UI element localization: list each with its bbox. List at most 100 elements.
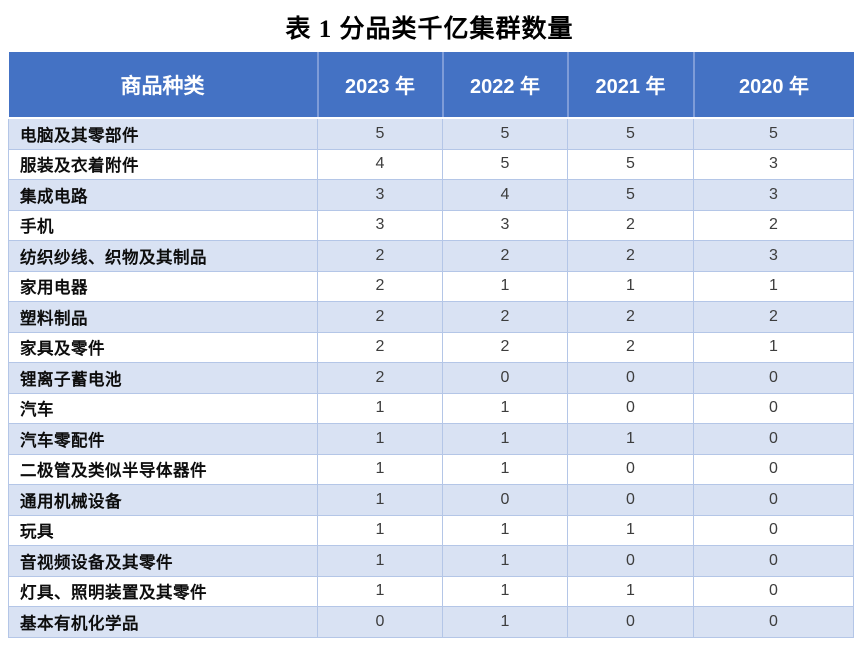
table-body: 电脑及其零部件 5 5 5 5 服装及衣着附件 4 5 5 3 集成电路 3 4 5 3 手机 3 3 2 2 纺织纱线… <box>8 117 854 638</box>
value-cell: 2 <box>442 331 568 363</box>
category-cell: 纺织纱线、织物及其制品 <box>8 240 318 272</box>
value-cell: 3 <box>317 179 443 211</box>
value-cell: 1 <box>317 453 443 485</box>
value-cell: 1 <box>442 453 568 485</box>
value-cell: 2 <box>567 209 694 241</box>
category-cell: 音视频设备及其零件 <box>8 545 318 577</box>
column-header-category: 商品种类 <box>8 52 318 119</box>
category-cell: 通用机械设备 <box>8 484 318 516</box>
value-cell: 1 <box>317 514 443 546</box>
value-cell: 1 <box>317 545 443 577</box>
column-header-2021: 2021 年 <box>566 52 694 119</box>
column-header-2023: 2023 年 <box>316 52 443 119</box>
value-cell: 0 <box>567 392 694 424</box>
value-cell: 2 <box>317 362 443 394</box>
value-cell: 0 <box>693 392 854 424</box>
value-cell: 1 <box>317 575 443 607</box>
category-cell: 手机 <box>8 209 318 241</box>
value-cell: 2 <box>442 240 568 272</box>
value-cell: 1 <box>567 514 694 546</box>
table-row: 家具及零件 2 2 2 1 <box>8 331 854 363</box>
category-cell: 电脑及其零部件 <box>8 117 318 150</box>
value-cell: 0 <box>567 453 694 485</box>
value-cell: 1 <box>317 392 443 424</box>
value-cell: 2 <box>567 301 694 333</box>
table-row: 服装及衣着附件 4 5 5 3 <box>8 148 854 180</box>
value-cell: 3 <box>693 179 854 211</box>
value-cell: 0 <box>693 545 854 577</box>
value-cell: 1 <box>442 575 568 607</box>
table-row: 音视频设备及其零件 1 1 0 0 <box>8 545 854 577</box>
value-cell: 5 <box>567 148 694 180</box>
table-row: 通用机械设备 1 0 0 0 <box>8 484 854 516</box>
value-cell: 1 <box>442 606 568 638</box>
category-cell: 灯具、照明装置及其零件 <box>8 575 318 607</box>
value-cell: 4 <box>442 179 568 211</box>
table-row: 锂离子蓄电池 2 0 0 0 <box>8 362 854 394</box>
table-row: 手机 3 3 2 2 <box>8 209 854 241</box>
value-cell: 3 <box>693 240 854 272</box>
value-cell: 1 <box>317 484 443 516</box>
value-cell: 0 <box>693 575 854 607</box>
category-cell: 家用电器 <box>8 270 318 302</box>
value-cell: 2 <box>317 331 443 363</box>
category-cell: 汽车 <box>8 392 318 424</box>
table-row: 基本有机化学品 0 1 0 0 <box>8 606 854 638</box>
category-cell: 基本有机化学品 <box>8 606 318 638</box>
value-cell: 0 <box>693 606 854 638</box>
value-cell: 2 <box>693 209 854 241</box>
table-row: 二极管及类似半导体器件 1 1 0 0 <box>8 453 854 485</box>
value-cell: 3 <box>317 209 443 241</box>
category-cell: 玩具 <box>8 514 318 546</box>
value-cell: 0 <box>693 362 854 394</box>
value-cell: 2 <box>693 301 854 333</box>
table-row: 灯具、照明装置及其零件 1 1 1 0 <box>8 575 854 607</box>
value-cell: 0 <box>693 453 854 485</box>
value-cell: 1 <box>567 575 694 607</box>
value-cell: 1 <box>442 392 568 424</box>
value-cell: 5 <box>567 179 694 211</box>
table-header-row: 商品种类 2023 年 2022 年 2021 年 2020 年 <box>8 52 854 119</box>
table-row: 纺织纱线、织物及其制品 2 2 2 3 <box>8 240 854 272</box>
value-cell: 2 <box>317 270 443 302</box>
value-cell: 0 <box>442 362 568 394</box>
value-cell: 2 <box>567 331 694 363</box>
category-cell: 家具及零件 <box>8 331 318 363</box>
category-cell: 服装及衣着附件 <box>8 148 318 180</box>
category-cluster-table: 商品种类 2023 年 2022 年 2021 年 2020 年 电脑及其零部件… <box>8 52 854 638</box>
value-cell: 1 <box>442 514 568 546</box>
value-cell: 1 <box>442 545 568 577</box>
category-cell: 汽车零配件 <box>8 423 318 455</box>
table-row: 电脑及其零部件 5 5 5 5 <box>8 117 854 150</box>
value-cell: 0 <box>693 514 854 546</box>
table-row: 塑料制品 2 2 2 2 <box>8 301 854 333</box>
page-title: 表 1 分品类千亿集群数量 <box>285 16 574 43</box>
value-cell: 2 <box>567 240 694 272</box>
table-row: 集成电路 3 4 5 3 <box>8 179 854 211</box>
value-cell: 3 <box>442 209 568 241</box>
column-header-2020: 2020 年 <box>692 52 854 119</box>
value-cell: 1 <box>693 270 854 302</box>
value-cell: 3 <box>693 148 854 180</box>
value-cell: 0 <box>567 362 694 394</box>
column-header-2022: 2022 年 <box>441 52 568 119</box>
value-cell: 0 <box>442 484 568 516</box>
value-cell: 2 <box>317 301 443 333</box>
value-cell: 4 <box>317 148 443 180</box>
category-cell: 集成电路 <box>8 179 318 211</box>
value-cell: 0 <box>567 484 694 516</box>
value-cell: 2 <box>442 301 568 333</box>
value-cell: 0 <box>693 484 854 516</box>
value-cell: 5 <box>317 117 443 150</box>
table-row: 玩具 1 1 1 0 <box>8 514 854 546</box>
value-cell: 5 <box>693 117 854 150</box>
value-cell: 0 <box>567 606 694 638</box>
value-cell: 1 <box>317 423 443 455</box>
value-cell: 5 <box>567 117 694 150</box>
value-cell: 5 <box>442 148 568 180</box>
category-cell: 锂离子蓄电池 <box>8 362 318 394</box>
value-cell: 1 <box>693 331 854 363</box>
category-cell: 二极管及类似半导体器件 <box>8 453 318 485</box>
value-cell: 1 <box>567 423 694 455</box>
table-row: 家用电器 2 1 1 1 <box>8 270 854 302</box>
